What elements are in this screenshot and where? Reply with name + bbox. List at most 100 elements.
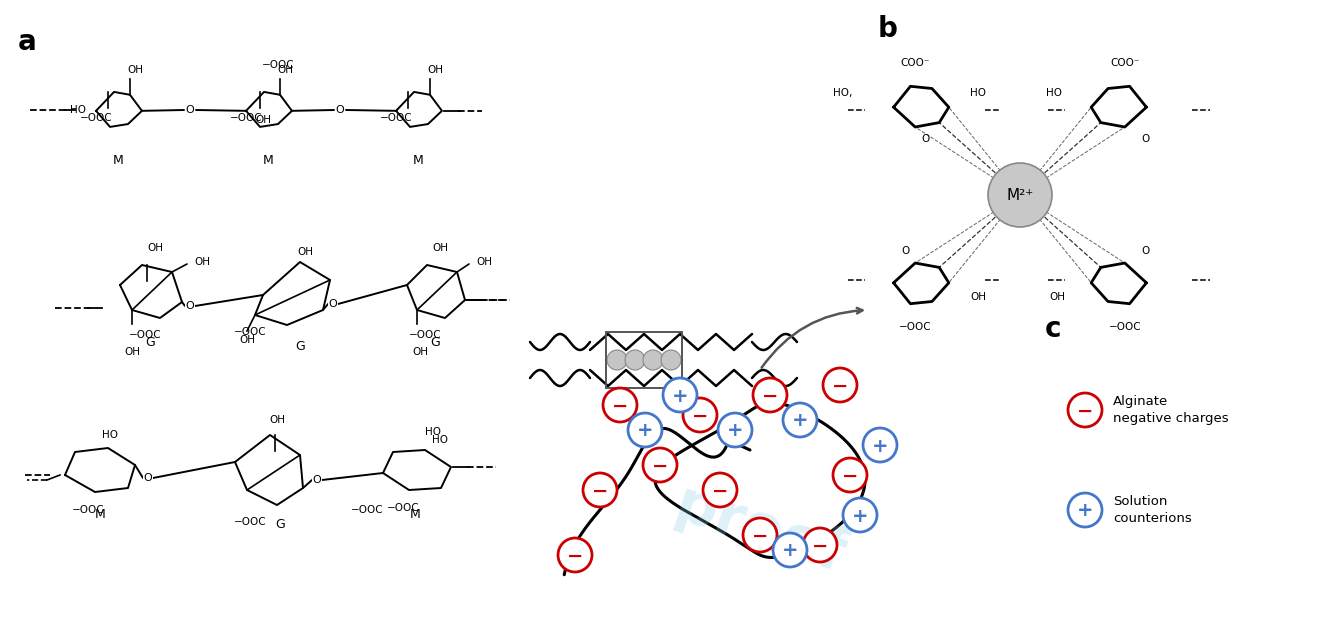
Text: proof: proof [667,475,852,584]
Circle shape [703,473,737,507]
Text: HO,: HO, [832,88,852,98]
Circle shape [833,458,867,492]
Text: HO: HO [425,427,442,437]
Text: G: G [295,339,305,352]
Text: −OOC: −OOC [234,327,266,337]
Text: O: O [900,246,909,256]
Circle shape [988,163,1052,227]
Text: M²⁺: M²⁺ [1006,188,1033,202]
Circle shape [582,473,617,507]
Text: O: O [313,475,321,485]
Circle shape [1068,393,1102,427]
Text: OH: OH [297,247,313,257]
Text: +: + [636,422,654,441]
Text: +: + [852,506,868,526]
Circle shape [558,538,592,572]
Text: −: − [566,547,584,566]
Text: G: G [145,335,154,348]
Text: −: − [692,407,709,425]
Circle shape [743,518,777,552]
Circle shape [662,350,680,370]
Text: −: − [841,467,858,485]
Text: +: + [782,542,798,560]
Text: OH: OH [276,65,293,75]
Circle shape [603,388,637,422]
Text: −OOC: −OOC [899,322,931,332]
Text: OH: OH [123,347,140,357]
Text: OH: OH [1049,292,1066,302]
Circle shape [843,498,878,532]
Text: +: + [792,412,808,430]
Text: OH: OH [970,292,986,302]
Circle shape [823,368,858,402]
Text: O: O [185,301,195,311]
Text: COO⁻: COO⁻ [900,58,930,68]
Text: c: c [1045,315,1062,343]
Text: −OOC: −OOC [229,113,262,123]
Text: −OOC: −OOC [262,60,294,70]
Text: OH: OH [127,65,144,75]
Text: OH: OH [148,243,162,253]
Text: −: − [752,527,768,545]
Circle shape [803,528,837,562]
Text: G: G [275,519,285,532]
Text: −: − [762,386,778,405]
Text: +: + [727,422,743,441]
Text: b: b [878,15,898,43]
Text: −OOC: −OOC [409,330,442,340]
Text: OH: OH [412,347,428,357]
Text: O: O [336,105,345,115]
Text: O: O [144,473,153,483]
Circle shape [663,378,696,412]
Text: M: M [95,508,106,521]
Text: O: O [329,299,337,309]
Text: OH: OH [432,243,448,253]
Text: OH: OH [195,257,209,267]
Text: COO⁻: COO⁻ [1110,58,1139,68]
Text: a: a [17,28,36,56]
Text: OH: OH [239,335,255,345]
Text: −OOC: −OOC [71,505,105,515]
Text: HO: HO [70,105,86,115]
Text: HO: HO [432,435,448,445]
Text: M: M [412,154,423,167]
Text: Alginate
negative charges: Alginate negative charges [1113,395,1229,425]
Text: −: − [711,482,729,501]
Text: HO: HO [970,88,986,98]
Text: O: O [921,134,929,144]
Text: Solution
counterions: Solution counterions [1113,495,1192,525]
Text: +: + [1076,501,1094,521]
Text: OH: OH [268,415,285,425]
Text: OH: OH [255,115,271,125]
Text: O: O [1141,246,1149,256]
Circle shape [628,413,662,447]
Text: +: + [872,436,888,456]
Text: −OOC: −OOC [1108,322,1141,332]
Text: OH: OH [427,65,443,75]
Circle shape [683,398,717,432]
Text: −: − [652,456,668,475]
Circle shape [643,448,676,482]
Circle shape [863,428,896,462]
Circle shape [773,533,807,567]
Text: −OOC: −OOC [79,113,113,123]
Text: M: M [113,154,123,167]
Circle shape [718,413,752,447]
Text: M: M [409,508,420,521]
Text: HO: HO [102,430,118,440]
Text: −OOC: −OOC [129,330,161,340]
Text: −: − [832,376,848,396]
Text: −: − [592,482,608,501]
Text: +: + [672,386,688,405]
Text: −: − [812,537,828,555]
Text: O: O [1141,134,1149,144]
Text: M: M [263,154,274,167]
Circle shape [753,378,786,412]
Text: OH: OH [476,257,493,267]
Text: −OOC: −OOC [380,113,412,123]
Circle shape [643,350,663,370]
Circle shape [782,403,817,437]
Text: −: − [1076,402,1094,420]
Text: O: O [185,105,195,115]
Circle shape [1068,493,1102,527]
